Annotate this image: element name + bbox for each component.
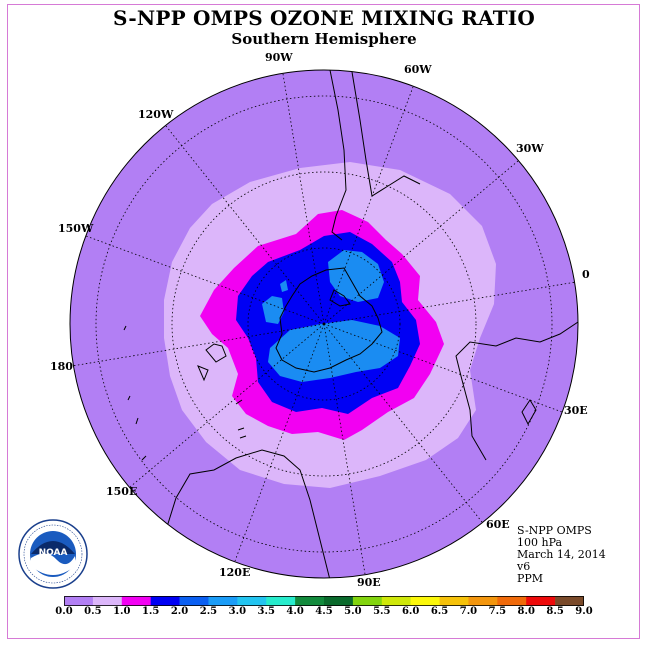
- colorbar-tick-label: 2.5: [199, 606, 218, 617]
- lon-label-150e: 150E: [106, 485, 137, 498]
- new-zealand-coastline: [197, 343, 227, 382]
- colorbar-tick-label: 1.5: [141, 606, 160, 617]
- islands-west: [123, 325, 247, 461]
- lon-label-120e: 120E: [219, 566, 250, 579]
- colorbar-swatch: [295, 596, 325, 606]
- noaa-logo-text: NOAA: [39, 548, 68, 558]
- colorbar-tick-label: 3.0: [228, 606, 247, 617]
- colorbar-swatch: [266, 596, 296, 606]
- colorbar-swatch: [526, 596, 556, 606]
- colorbar-swatch: [555, 596, 584, 606]
- colorbar-swatch: [92, 596, 123, 606]
- colorbar-tick-label: 7.0: [459, 606, 478, 617]
- lon-label-180: 180: [50, 360, 73, 373]
- info-units: PPM: [517, 572, 544, 585]
- info-pressure: 100 hPa: [517, 536, 563, 549]
- figure-frame: [7, 4, 640, 639]
- africa-coastline: [455, 321, 578, 461]
- colorbar: [64, 596, 584, 606]
- colorbar-tick-label: 1.0: [113, 606, 131, 617]
- lon-label-60w: 60W: [404, 63, 432, 76]
- info-instrument: S-NPP OMPS: [517, 524, 592, 537]
- lon-label-120w: 120W: [138, 108, 174, 121]
- colorbar-swatch: [64, 596, 94, 606]
- map-subtitle: Southern Hemisphere: [231, 30, 417, 48]
- colorbar-swatch: [208, 596, 238, 606]
- colorbar-tick-label: 5.0: [344, 606, 362, 617]
- info-version: v6: [517, 560, 531, 573]
- noaa-logo-icon: NOAA: [18, 519, 88, 589]
- colorbar-swatch: [150, 596, 180, 606]
- colorbar-tick-label: 0.5: [84, 606, 102, 617]
- info-panel: S-NPP OMPS 100 hPa March 14, 2014 v6 PPM: [517, 525, 606, 585]
- australia-coastline: [165, 449, 331, 578]
- colorbar-swatch: [237, 596, 267, 606]
- colorbar-swatch: [497, 596, 527, 606]
- colorbar-ticks: 0.0 0.5 1.0 1.5 2.0 2.5 3.0 3.5 4.0 4.5 5.0 5.5 6.0 6…: [0, 606, 648, 622]
- colorbar-tick-label: 4.0: [286, 606, 304, 617]
- colorbar-tick-label: 0.0: [55, 606, 73, 617]
- colorbar-tick-label: 9.0: [575, 606, 593, 617]
- ozone-field-level-2-0-south: [268, 320, 400, 382]
- colorbar-swatch: [121, 596, 151, 606]
- colorbar-swatch: [439, 596, 469, 606]
- map-boundary: [69, 69, 579, 579]
- colorbar-tick-label: 5.5: [373, 606, 391, 617]
- lon-label-30w: 30W: [516, 142, 544, 155]
- colorbar-tick-label: 6.5: [430, 606, 449, 617]
- colorbar-tick-label: 8.5: [546, 606, 564, 617]
- colorbar-swatch: [324, 596, 354, 606]
- info-date: March 14, 2014: [517, 548, 606, 561]
- ozone-field-level-2-0-east: [328, 250, 384, 302]
- lon-label-30e: 30E: [564, 404, 588, 417]
- colorbar-tick-label: 8.0: [517, 606, 535, 617]
- graticule: [71, 73, 577, 575]
- colorbar-swatch: [410, 596, 440, 606]
- colorbar-swatch: [381, 596, 411, 606]
- colorbar-swatch: [179, 596, 209, 606]
- madagascar-coastline: [521, 399, 537, 426]
- colorbar-swatch: [352, 596, 383, 606]
- lon-label-0: 0: [582, 268, 590, 281]
- ozone-field-level-2-0-speck: [280, 280, 288, 292]
- lon-label-90e: 90E: [357, 576, 381, 589]
- coastlines: [123, 70, 578, 578]
- antarctica-coastline: [275, 267, 383, 373]
- colorbar-swatch: [468, 596, 498, 606]
- lon-label-90w: 90W: [265, 51, 293, 64]
- colorbar-tick-label: 4.5: [315, 606, 333, 617]
- colorbar-tick-label: 3.5: [257, 606, 275, 617]
- colorbar-tick-label: 6.0: [401, 606, 420, 617]
- lon-label-60e: 60E: [486, 518, 510, 531]
- map-title: S-NPP OMPS OZONE MIXING RATIO: [113, 6, 535, 30]
- colorbar-tick-label: 7.5: [488, 606, 507, 617]
- colorbar-border: [64, 596, 584, 606]
- lon-label-150w: 150W: [58, 222, 94, 235]
- colorbar-tick-label: 2.0: [170, 606, 189, 617]
